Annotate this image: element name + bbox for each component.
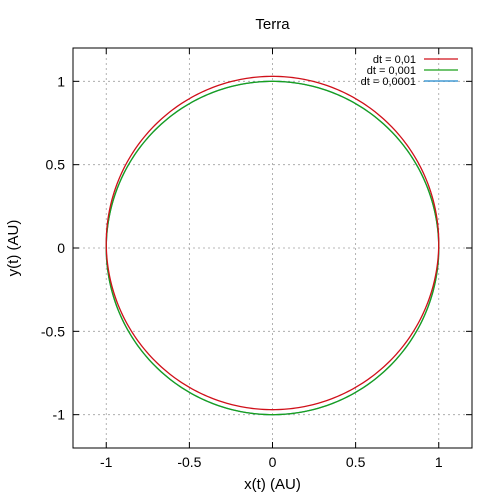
- x-tick-label-2: 0: [269, 454, 277, 470]
- y-tick-label-4: 1: [57, 73, 65, 89]
- x-tick-label-4: 1: [435, 454, 443, 470]
- y-tick-label-2: 0: [57, 240, 65, 256]
- y-tick-label-1: -0.5: [41, 323, 65, 339]
- y-tick-label-3: 0.5: [46, 157, 66, 173]
- ticks: -1 -0.5 0 0.5 1 -1 -0.5 0 0.5 1: [41, 48, 472, 470]
- legend-label-2: dt = 0,0001: [361, 76, 416, 88]
- x-tick-label-3: 0.5: [346, 454, 366, 470]
- x-tick-label-1: -0.5: [177, 454, 201, 470]
- x-axis-label: x(t) (AU): [244, 476, 301, 493]
- chart-title: Terra: [255, 16, 290, 33]
- x-tick-label-0: -1: [100, 454, 113, 470]
- legend-label-1: dt = 0,001: [367, 65, 416, 77]
- y-tick-label-0: -1: [53, 407, 66, 423]
- grid: [73, 48, 472, 448]
- series-layer: [105, 75, 440, 416]
- y-axis-label: y(t) (AU): [5, 220, 22, 277]
- series-line-0: [105, 75, 440, 411]
- legend-label-0: dt = 0,01: [373, 54, 416, 66]
